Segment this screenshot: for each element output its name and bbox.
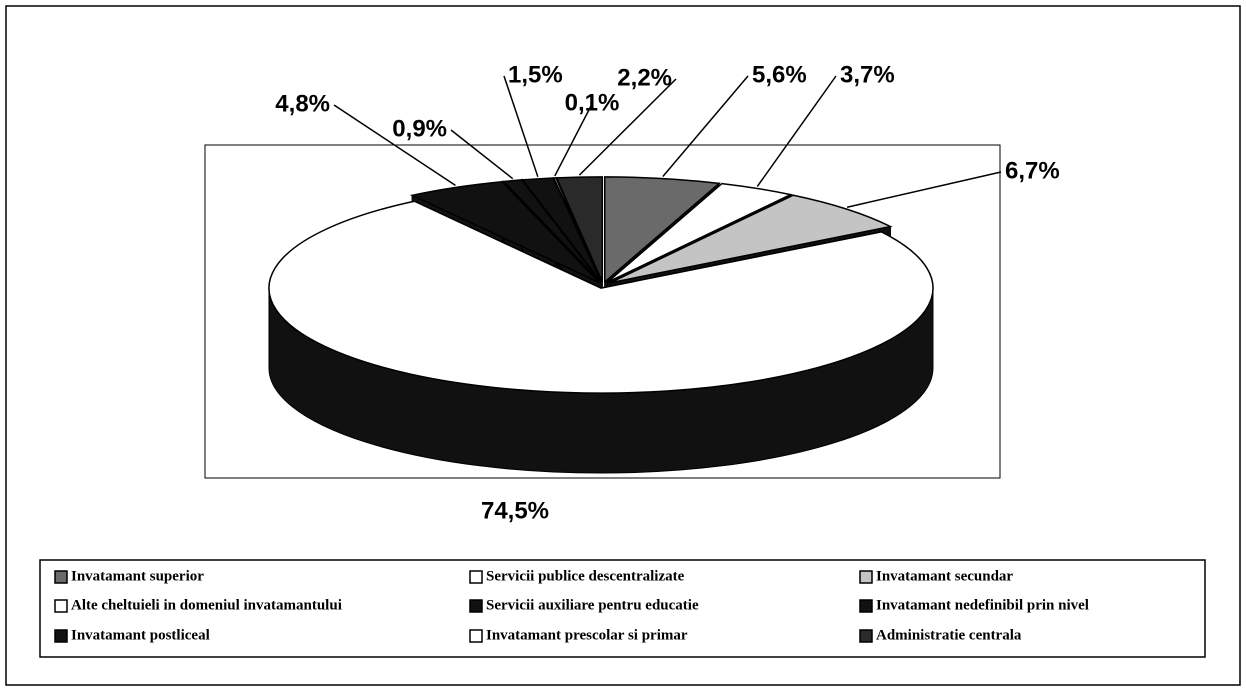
slice: [555, 176, 604, 283]
leader-line: [662, 75, 749, 177]
slice: [268, 200, 934, 394]
legend-swatch: [54, 570, 68, 584]
leader-line: [333, 104, 456, 187]
data-label: 0,9%: [392, 115, 447, 142]
data-label: 4,8%: [275, 90, 330, 117]
slice: [607, 182, 793, 283]
data-label: 5,6%: [752, 61, 807, 88]
data-label: 74,5%: [481, 497, 549, 524]
legend-swatch: [859, 629, 873, 643]
legend-label: Invatamant prescolar si primar: [486, 627, 688, 643]
legend-swatch: [859, 599, 873, 613]
legend-swatch: [469, 570, 483, 584]
legend: Invatamant superior Servicii publice desc…: [54, 568, 1089, 643]
data-label: 1,5%: [508, 61, 563, 88]
legend-swatch: [469, 629, 483, 643]
slice: [609, 194, 893, 284]
slice: [604, 176, 721, 284]
slice: [409, 180, 600, 283]
legend-box: [39, 559, 1206, 658]
legend-swatch: [54, 629, 68, 643]
leader-line: [578, 78, 677, 176]
legend-swatch: [469, 599, 483, 613]
data-label: 0,1%: [565, 89, 620, 116]
legend-swatch: [54, 599, 68, 613]
legend-swatch: [859, 570, 873, 584]
leader-line: [756, 75, 837, 187]
leader-line: [554, 103, 593, 177]
legend-label: Alte cheltuieli in domeniul invatamantul…: [71, 597, 342, 613]
leader-line: [503, 75, 539, 178]
leader-line: [846, 171, 1002, 208]
legend-label: Invatamant secundar: [876, 568, 1013, 584]
pie: 5,6% 3,7% 6,7% 74,5% 4,8% 0,9% 1,5%0,1%2,2%: [268, 61, 1060, 524]
plot-area: [204, 144, 1001, 479]
legend-label: Invatamant nedefinibil prin nivel: [876, 597, 1089, 613]
legend-label: Servicii publice descentralizate: [486, 568, 685, 584]
legend-label: Invatamant superior: [71, 568, 204, 584]
data-label: 6,7%: [1005, 157, 1060, 184]
legend-label: Administratie centrala: [876, 627, 1022, 643]
leader-line: [450, 129, 514, 180]
legend-label: Servicii auxiliare pentru educatie: [486, 597, 699, 613]
data-label: 2,2%: [617, 64, 672, 91]
legend-label: Invatamant postliceal: [71, 627, 210, 643]
data-label: 3,7%: [840, 61, 895, 88]
